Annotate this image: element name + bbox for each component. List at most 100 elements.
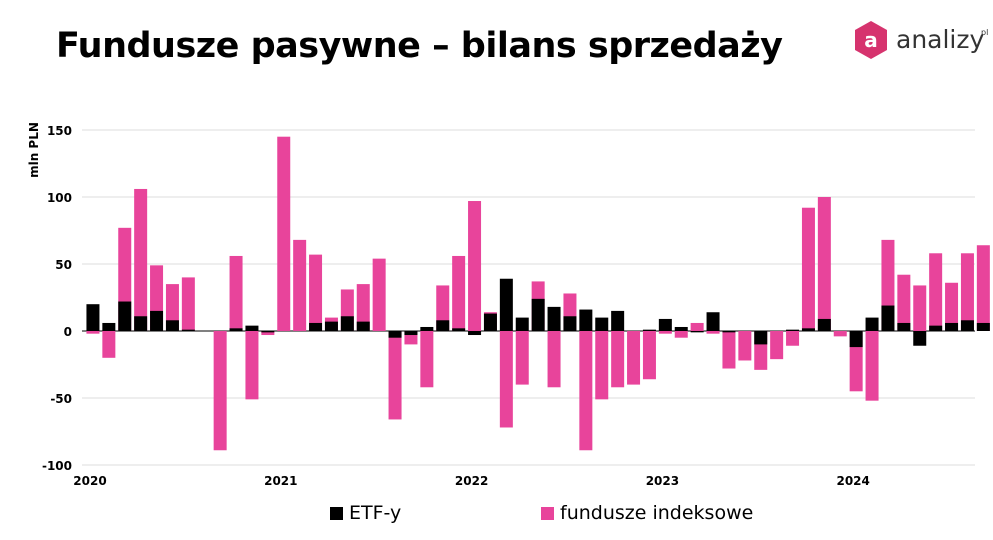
bar-index — [452, 255, 466, 331]
bar-index — [897, 274, 911, 331]
bar-etf — [436, 320, 450, 331]
bar-etf — [515, 317, 529, 331]
bar-etf — [579, 309, 593, 331]
bar-etf — [150, 310, 164, 331]
bar-etf — [499, 278, 513, 331]
bar-index — [690, 322, 704, 331]
bar-index — [468, 201, 482, 331]
bar-index — [372, 258, 386, 331]
bar-index — [658, 331, 672, 334]
bar-etf — [690, 331, 704, 333]
y-tick-label: 0 — [64, 325, 72, 339]
bar-index — [929, 253, 943, 331]
bar-etf — [674, 326, 688, 331]
x-tick-label: 2021 — [264, 474, 297, 488]
bar-index — [960, 253, 974, 331]
bar-etf — [929, 325, 943, 331]
bar-etf — [913, 331, 927, 346]
bar-etf — [658, 318, 672, 331]
bar-index — [627, 331, 641, 385]
y-tick-label: -100 — [42, 459, 72, 473]
y-tick-label: 100 — [47, 191, 72, 205]
bar-index — [976, 245, 990, 331]
bar-index — [547, 331, 561, 388]
bar-etf — [404, 331, 418, 336]
bar-index — [515, 331, 529, 385]
y-tick-label: 150 — [47, 124, 72, 138]
legend-label-index: fundusze indeksowe — [560, 502, 754, 524]
bar-etf — [595, 317, 609, 331]
bar-etf — [388, 331, 402, 338]
bar-etf — [754, 331, 768, 345]
logo-mark-letter: a — [864, 28, 878, 52]
logo-hexagon-icon: a — [855, 21, 887, 59]
bar-etf — [340, 316, 354, 331]
bar-index — [722, 331, 736, 369]
bar-etf — [960, 320, 974, 331]
bar-index — [293, 239, 307, 331]
bar-index — [356, 284, 370, 331]
bar-etf — [181, 329, 195, 331]
bar-index — [786, 331, 800, 346]
logo-superscript: pl — [981, 28, 989, 37]
bar-etf — [611, 310, 625, 331]
bar-etf — [356, 321, 370, 331]
bar-index — [102, 331, 116, 358]
bar-etf — [801, 328, 815, 331]
bar-index — [213, 331, 227, 451]
bar-index — [277, 136, 291, 331]
bar-etf — [118, 301, 132, 331]
legend-swatch-etf — [330, 506, 343, 520]
bar-etf — [865, 317, 879, 331]
bar-index — [229, 255, 243, 331]
bar-index — [817, 197, 831, 331]
bar-etf — [483, 313, 497, 331]
bar-index — [499, 331, 513, 428]
bar-index — [579, 331, 593, 451]
chart-title: Fundusze pasywne – bilans sprzedaży — [56, 26, 783, 66]
legend-label-etf: ETF-y — [349, 502, 402, 524]
bar-etf — [134, 316, 148, 331]
bar-index — [738, 331, 752, 361]
bar-index — [134, 188, 148, 331]
bar-index — [436, 285, 450, 331]
bar-etf — [786, 329, 800, 331]
bar-etf — [229, 328, 243, 331]
bar-etf — [945, 322, 959, 331]
bar-etf — [261, 331, 275, 333]
bar-etf — [817, 318, 831, 331]
bar-etf — [531, 298, 545, 331]
bar-etf — [706, 312, 720, 331]
bar-etf — [547, 306, 561, 331]
bar-etf — [642, 329, 656, 331]
bar-etf — [897, 322, 911, 331]
x-tick-label: 2020 — [73, 474, 106, 488]
bar-index — [770, 331, 784, 360]
bar-index — [388, 331, 402, 420]
bar-etf — [420, 326, 434, 331]
bar-etf — [849, 331, 863, 348]
bar-index — [309, 254, 323, 331]
legend-swatch-index — [541, 506, 554, 520]
bar-index — [165, 284, 179, 331]
y-axis-label: mln PLN — [27, 122, 41, 178]
bar-etf — [86, 304, 100, 331]
bar-etf — [881, 305, 895, 331]
bar-etf — [165, 320, 179, 331]
analizy-logo: a analizy pl — [852, 17, 992, 65]
bar-index — [865, 331, 879, 401]
bar-index — [181, 277, 195, 331]
bar-index — [945, 282, 959, 331]
bar-index — [420, 331, 434, 388]
bar-etf — [722, 331, 736, 333]
bar-index — [245, 331, 259, 400]
bar-etf — [452, 328, 466, 331]
bar-index — [595, 331, 609, 400]
y-tick-label: 50 — [55, 258, 72, 272]
x-tick-label: 2023 — [646, 474, 679, 488]
bar-etf — [976, 322, 990, 331]
bar-index — [833, 331, 847, 337]
bar-etf — [102, 322, 116, 331]
legend-item-etf: ETF-y — [330, 502, 401, 524]
